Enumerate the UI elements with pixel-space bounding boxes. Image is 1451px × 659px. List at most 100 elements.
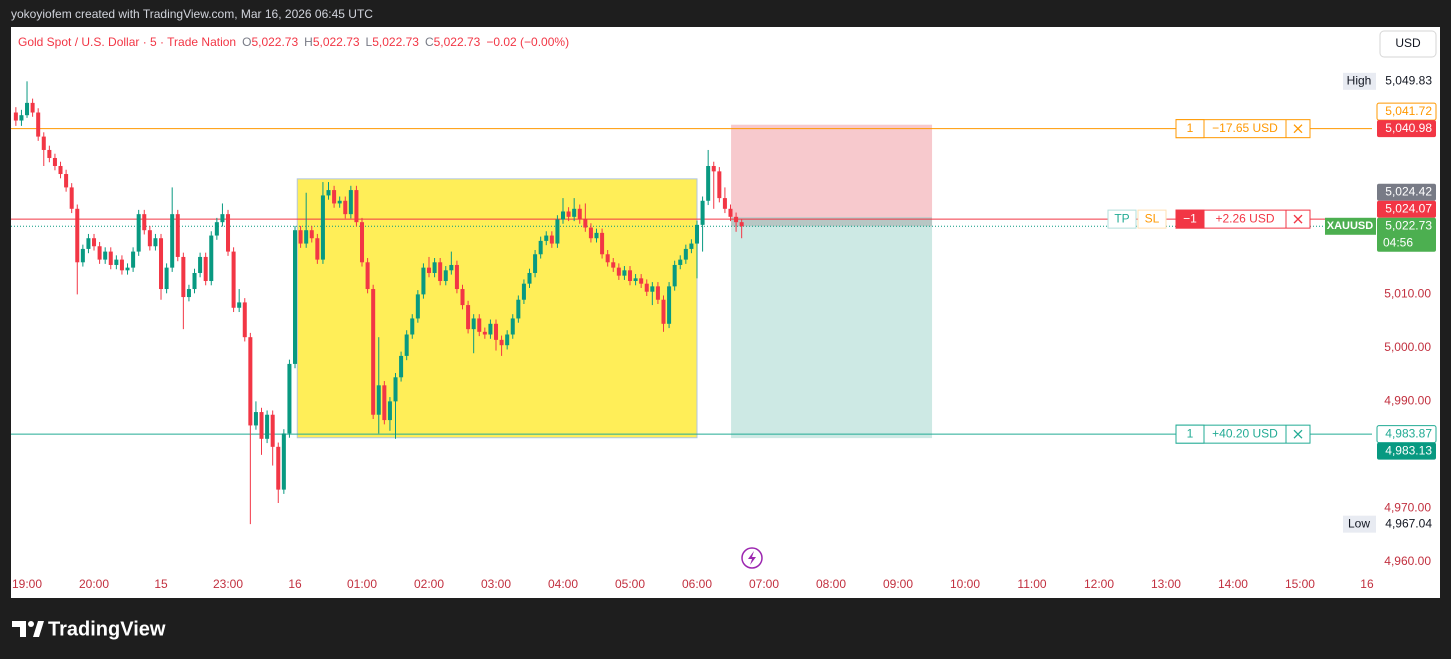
candle-body xyxy=(510,318,515,335)
candle-body xyxy=(678,259,683,265)
candle-body xyxy=(192,272,197,290)
x-tick-label: 15:00 xyxy=(1285,577,1315,591)
candle-body xyxy=(360,222,365,263)
candle-body xyxy=(415,294,420,319)
candle-body xyxy=(92,238,97,247)
candle-body xyxy=(393,377,398,402)
candle-body xyxy=(449,264,454,271)
x-tick-label: 12:00 xyxy=(1084,577,1114,591)
candle-body xyxy=(627,270,633,282)
candle-body xyxy=(248,337,253,426)
tp-button xyxy=(1107,209,1137,229)
x-tick-label: 01:00 xyxy=(347,577,377,591)
price-tag xyxy=(1377,515,1436,533)
candle-body xyxy=(616,267,621,276)
footer-brand: TradingView xyxy=(48,618,166,640)
alert-icon[interactable] xyxy=(741,547,763,569)
candle-body xyxy=(566,211,571,217)
x-tick-label: 14:00 xyxy=(1218,577,1248,591)
x-tick-label: 13:00 xyxy=(1151,577,1181,591)
y-tick-label: 4,970.00 xyxy=(1384,501,1431,515)
candle-body xyxy=(136,214,141,252)
symbol-label: XAUUSD xyxy=(1327,220,1374,232)
currency-label[interactable]: USD xyxy=(1395,36,1421,50)
candle-body xyxy=(594,232,599,239)
candle-body xyxy=(320,195,325,260)
price-tag-label: 4,983.13 xyxy=(1385,443,1432,457)
candle-body xyxy=(600,232,605,255)
x-tick-label: 10:00 xyxy=(950,577,980,591)
price-tag xyxy=(1377,200,1436,218)
candle-body xyxy=(119,259,124,271)
x-tick-label: 16 xyxy=(288,577,302,591)
x-tick-label: 19:00 xyxy=(12,577,42,591)
price-tag xyxy=(1377,120,1436,138)
candle-body xyxy=(170,214,175,268)
candle-body xyxy=(214,222,219,236)
price-tag-label: 4,967.04 xyxy=(1385,516,1432,530)
order-pnl: +2.26 USD xyxy=(1215,211,1274,225)
price-tag xyxy=(1377,217,1436,252)
chart-area xyxy=(11,27,1440,598)
candle-body xyxy=(153,238,158,247)
order-pnl: −17.65 USD xyxy=(1212,121,1278,135)
candle-body xyxy=(739,222,744,227)
candle-body xyxy=(304,230,309,244)
countdown: 04:56 xyxy=(1383,235,1413,249)
x-tick-label: 04:00 xyxy=(548,577,578,591)
candle-body xyxy=(477,318,482,332)
x-tick-label: 20:00 xyxy=(79,577,109,591)
candle-body xyxy=(387,401,392,421)
candle-body xyxy=(538,240,543,255)
price-tag-label: 5,041.72 xyxy=(1385,104,1432,118)
candle-body xyxy=(326,190,331,196)
x-tick-label: 02:00 xyxy=(414,577,444,591)
candle-body xyxy=(52,157,57,167)
legend: Gold Spot / U.S. Dollar · 5 · Trade Nati… xyxy=(18,35,569,49)
candle-body xyxy=(19,115,24,121)
candle-body xyxy=(711,166,716,172)
currency-button[interactable] xyxy=(1379,30,1437,58)
candle-body xyxy=(237,302,242,308)
candle-body xyxy=(186,289,191,298)
logo-slash xyxy=(33,621,44,637)
candle-body xyxy=(438,262,443,282)
price-tag-label: 5,040.98 xyxy=(1385,121,1432,135)
candle-body xyxy=(382,385,387,421)
sl-button xyxy=(1137,209,1167,229)
candle-body xyxy=(622,270,627,276)
candle-body xyxy=(544,235,549,241)
candle-body xyxy=(460,289,465,306)
y-tick-label: 4,960.00 xyxy=(1384,554,1431,568)
candle-body xyxy=(108,251,113,265)
candle-body xyxy=(86,238,91,249)
legend-value: 5,022.73 xyxy=(251,35,298,49)
candle-body xyxy=(131,251,136,268)
candle-body xyxy=(521,283,526,300)
candle-body xyxy=(577,208,582,220)
candle-body xyxy=(700,200,705,225)
candle-body xyxy=(281,433,286,490)
alert-bolt[interactable] xyxy=(748,551,756,565)
x-tick-label: 23:00 xyxy=(213,577,243,591)
sl-label: SL xyxy=(1145,211,1160,225)
candle-body xyxy=(443,270,448,282)
candle-body xyxy=(337,200,342,204)
candle-body xyxy=(242,302,247,338)
candle-body xyxy=(404,334,409,356)
candle-body xyxy=(399,355,404,378)
order-pnl: +40.20 USD xyxy=(1212,426,1278,440)
candle-body xyxy=(527,272,532,284)
candle-body xyxy=(650,286,655,292)
legend-value: 5,022.73 xyxy=(313,35,360,49)
price-tag-label: 5,049.83 xyxy=(1385,74,1432,88)
candle-body xyxy=(683,248,688,260)
y-tick-label: 5,000.00 xyxy=(1384,340,1431,354)
y-tick-label: 4,990.00 xyxy=(1384,394,1431,408)
order-qty-cell xyxy=(1175,424,1205,444)
candle-body xyxy=(13,112,18,121)
candle-body xyxy=(655,286,660,300)
candle-body xyxy=(376,385,381,415)
